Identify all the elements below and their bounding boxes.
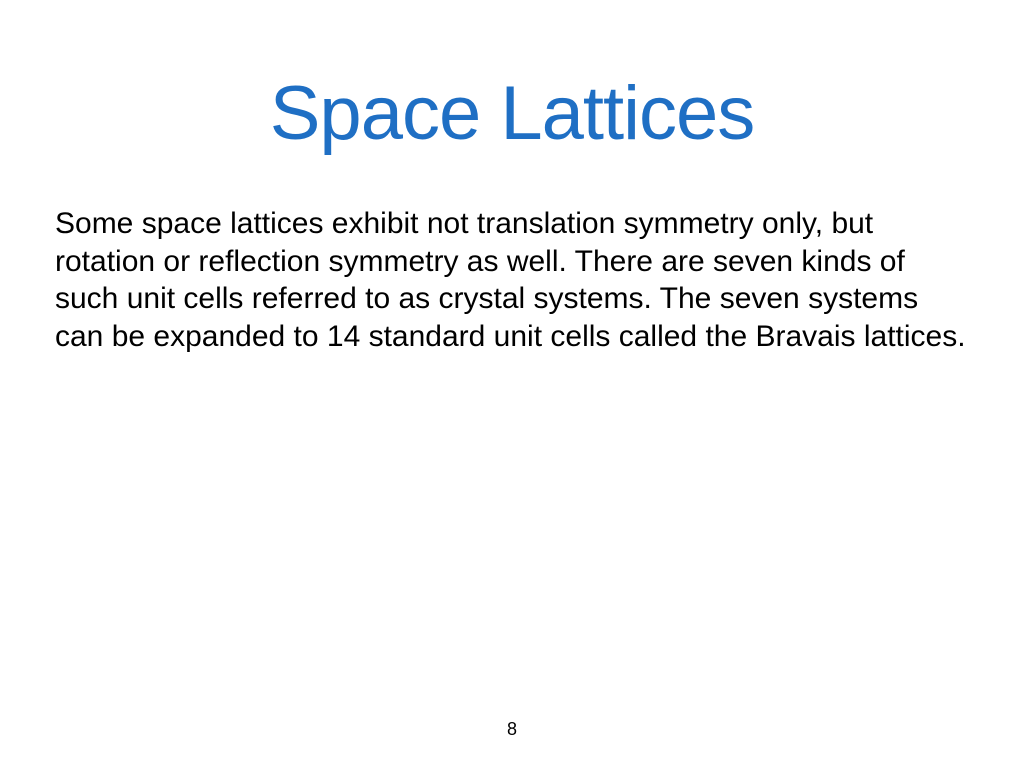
slide-body-text: Some space lattices exhibit not translat… (55, 205, 969, 355)
slide-container: Space Lattices Some space lattices exhib… (0, 0, 1024, 768)
page-number: 8 (507, 719, 517, 740)
slide-title: Space Lattices (55, 70, 969, 157)
